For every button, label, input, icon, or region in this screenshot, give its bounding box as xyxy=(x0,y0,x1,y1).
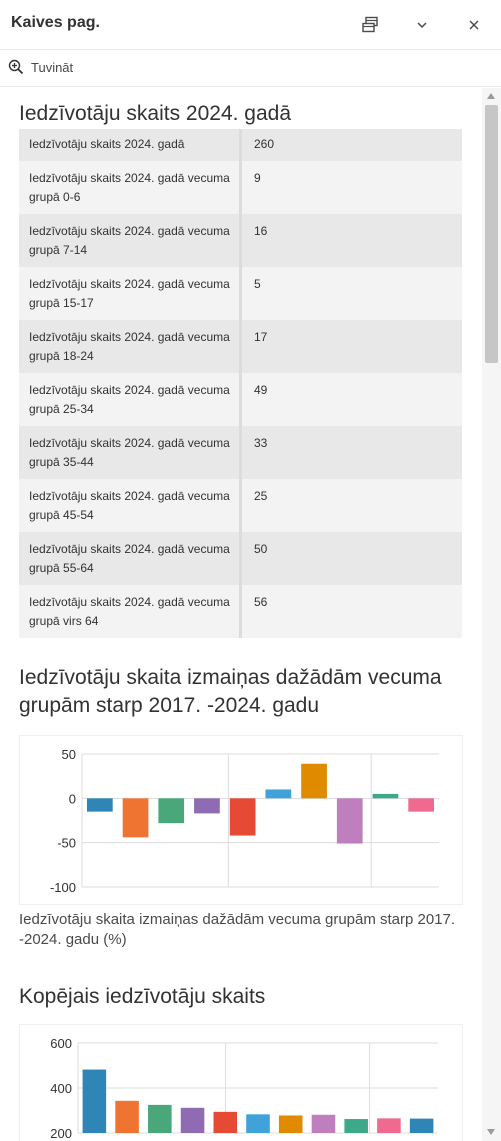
scroll-up-arrow-icon[interactable] xyxy=(487,93,495,99)
total-chart-bar[interactable] xyxy=(409,1118,434,1133)
panel-title: Kaives pag. xyxy=(11,14,100,31)
scrollbar[interactable] xyxy=(482,88,501,1141)
population-change-chart-svg: 50 0 -50 -100 xyxy=(50,747,439,895)
table-row: Iedzīvotāju skaits 2024. gadā vecuma gru… xyxy=(19,479,462,532)
table-row-value: 49 xyxy=(239,373,462,426)
table-row-value: 50 xyxy=(239,532,462,585)
total-chart-bar[interactable] xyxy=(311,1114,336,1133)
change-chart-bar[interactable] xyxy=(372,793,399,799)
change-chart-tick-label: -100 xyxy=(50,880,76,895)
change-chart-tick-label: 0 xyxy=(69,791,76,806)
table-row: Iedzīvotāju skaits 2024. gadā vecuma gru… xyxy=(19,267,462,320)
change-chart-bar[interactable] xyxy=(265,789,292,799)
change-chart-tick-label: -50 xyxy=(57,836,76,851)
total-chart-bar[interactable] xyxy=(377,1118,401,1133)
change-chart-bar[interactable] xyxy=(229,798,256,836)
table-row-value: 33 xyxy=(239,426,462,479)
table-row-value: 9 xyxy=(239,161,462,214)
total-population-chart: 600 400 200 xyxy=(19,1024,463,1141)
close-icon xyxy=(469,20,479,30)
change-chart-bar[interactable] xyxy=(301,763,327,799)
table-row-label: Iedzīvotāju skaits 2024. gadā vecuma gru… xyxy=(29,595,230,628)
total-chart-bar[interactable] xyxy=(180,1107,205,1133)
zoom-in-icon xyxy=(8,59,24,75)
action-bar: Tuvināt xyxy=(0,51,501,87)
table-row: Iedzīvotāju skaits 2024. gadā vecuma gru… xyxy=(19,532,462,585)
total-chart-bar[interactable] xyxy=(115,1100,139,1133)
table-row-label: Iedzīvotāju skaits 2024. gadā vecuma gru… xyxy=(29,489,230,522)
table-row-label: Iedzīvotāju skaits 2024. gadā vecuma gru… xyxy=(29,224,230,257)
total-chart-tick-label: 400 xyxy=(50,1081,72,1096)
total-chart-bar[interactable] xyxy=(278,1115,303,1133)
scroll-down-arrow-icon[interactable] xyxy=(487,1129,495,1135)
dock-icon xyxy=(362,16,378,33)
table-row-label: Iedzīvotāju skaits 2024. gadā xyxy=(29,137,185,151)
total-chart-bar[interactable] xyxy=(246,1114,270,1133)
table-row: Iedzīvotāju skaits 2024. gadā vecuma gru… xyxy=(19,426,462,479)
table-row-value: 260 xyxy=(239,129,462,161)
table-row-label: Iedzīvotāju skaits 2024. gadā vecuma gru… xyxy=(29,383,230,416)
table-row: Iedzīvotāju skaits 2024. gadā vecuma gru… xyxy=(19,161,462,214)
change-chart-bar[interactable] xyxy=(158,798,185,824)
total-chart-bar[interactable] xyxy=(82,1069,107,1133)
table-row-value: 17 xyxy=(239,320,462,373)
close-button[interactable] xyxy=(462,13,486,37)
popup-content: Iedzīvotāju skaits 2024. gadā Iedzīvotāj… xyxy=(0,88,482,1141)
table-row-label: Iedzīvotāju skaits 2024. gadā vecuma gru… xyxy=(29,542,230,575)
population-change-chart: 50 0 -50 -100 xyxy=(19,735,463,905)
change-chart-bar[interactable] xyxy=(408,798,435,812)
zoom-to-button[interactable]: Tuvināt xyxy=(8,59,73,75)
table-row: Iedzīvotāju skaits 2024. gadā vecuma gru… xyxy=(19,320,462,373)
chevron-down-icon xyxy=(417,22,427,29)
section-title-population-2024: Iedzīvotāju skaits 2024. gadā xyxy=(19,102,292,125)
table-row-label: Iedzīvotāju skaits 2024. gadā vecuma gru… xyxy=(29,330,230,363)
table-row-value: 25 xyxy=(239,479,462,532)
population-table: Iedzīvotāju skaits 2024. gadā 260 Iedzīvot… xyxy=(19,129,462,638)
total-chart-bar[interactable] xyxy=(148,1104,172,1133)
table-row-value: 16 xyxy=(239,214,462,267)
scrollbar-thumb[interactable] xyxy=(485,105,498,363)
total-chart-bar[interactable] xyxy=(213,1111,238,1133)
change-chart-bar[interactable] xyxy=(86,798,113,812)
population-change-caption: Iedzīvotāju skaita izmaiņas dažādām vecu… xyxy=(19,911,456,948)
section-title-total-population: Kopējais iedzīvotāju skaits xyxy=(19,985,266,1008)
change-chart-bar[interactable] xyxy=(122,798,149,838)
total-chart-tick-label: 600 xyxy=(50,1036,72,1051)
change-chart-bar[interactable] xyxy=(194,798,220,814)
total-chart-tick-label: 200 xyxy=(50,1126,72,1141)
table-row: Iedzīvotāju skaits 2024. gadā 260 xyxy=(19,129,462,161)
table-row-value: 56 xyxy=(239,585,462,638)
table-row-label: Iedzīvotāju skaits 2024. gadā vecuma gru… xyxy=(29,277,230,310)
table-row: Iedzīvotāju skaits 2024. gadā vecuma gru… xyxy=(19,373,462,426)
table-row-value: 5 xyxy=(239,267,462,320)
dock-button[interactable] xyxy=(358,13,382,37)
table-row-label: Iedzīvotāju skaits 2024. gadā vecuma gru… xyxy=(29,171,230,204)
zoom-label: Tuvināt xyxy=(31,59,74,75)
change-chart-bar[interactable] xyxy=(336,798,363,844)
total-chart-bar[interactable] xyxy=(344,1119,368,1133)
table-row: Iedzīvotāju skaits 2024. gadā vecuma gru… xyxy=(19,585,462,638)
table-row-label: Iedzīvotāju skaits 2024. gadā vecuma gru… xyxy=(29,436,230,469)
change-chart-tick-label: 50 xyxy=(62,747,76,762)
panel-header: Kaives pag. xyxy=(0,0,501,50)
collapse-button[interactable] xyxy=(410,13,434,37)
total-population-chart-svg: 600 400 200 xyxy=(50,1036,438,1141)
section-title-population-change: Iedzīvotāju skaita izmaiņas dažādām vecu… xyxy=(19,666,442,717)
table-row: Iedzīvotāju skaits 2024. gadā vecuma gru… xyxy=(19,214,462,267)
